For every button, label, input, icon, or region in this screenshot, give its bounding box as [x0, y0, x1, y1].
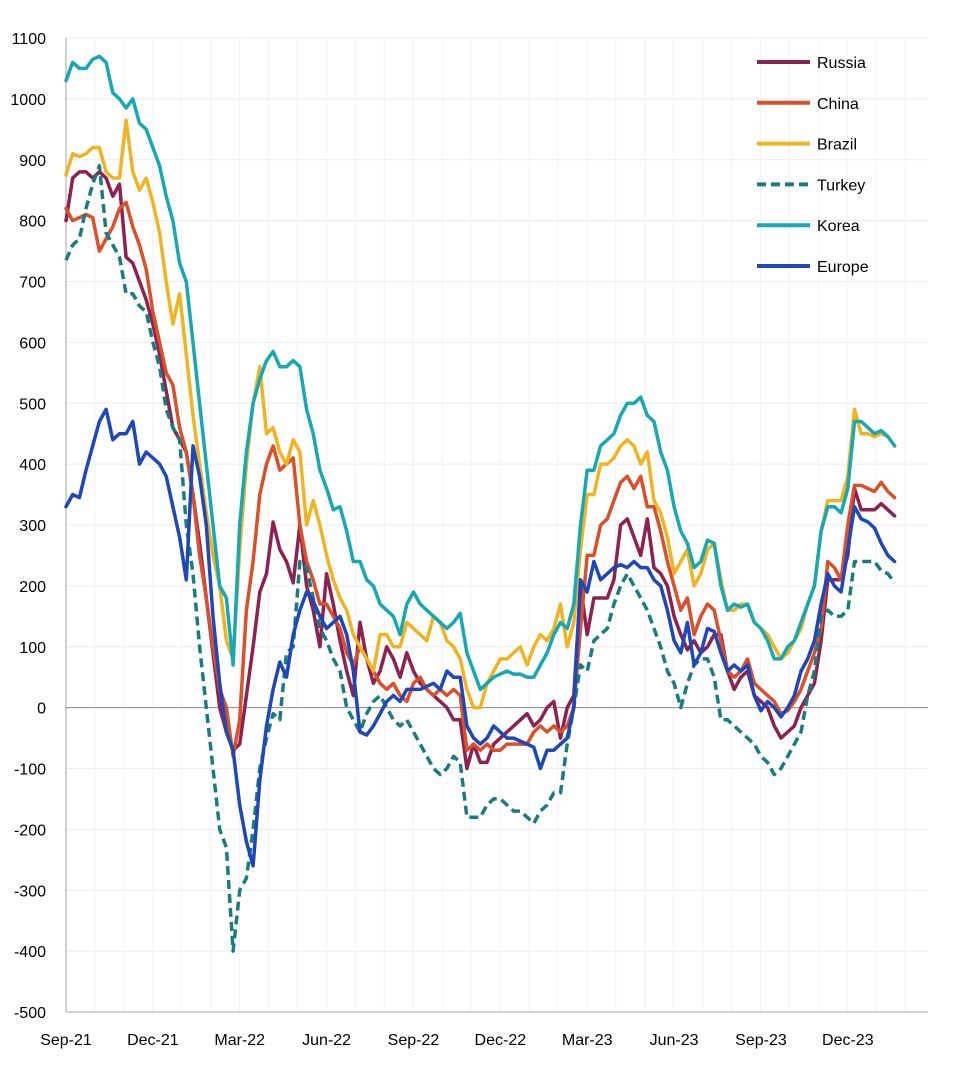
legend-label-russia: Russia	[817, 55, 866, 72]
y-tick-label: 200	[19, 579, 46, 596]
legend-label-europe: Europe	[817, 259, 869, 276]
y-tick-label: 900	[19, 153, 46, 170]
legend-label-brazil: Brazil	[817, 137, 857, 154]
legend-label-korea: Korea	[817, 218, 860, 235]
y-tick-label: 100	[19, 640, 46, 657]
y-tick-label: 1000	[10, 92, 46, 109]
x-tick-label: Jun-22	[302, 1032, 351, 1049]
y-tick-label: -400	[14, 944, 46, 961]
series-line-china	[64, 200, 897, 759]
y-tick-label: 500	[19, 396, 46, 413]
x-tick-label: Mar-23	[562, 1032, 613, 1049]
y-tick-label: 800	[19, 214, 46, 231]
y-tick-label: 300	[19, 518, 46, 535]
legend: Russia China Brazil Turkey Korea Europe	[757, 55, 869, 276]
y-tick-label: 400	[19, 457, 46, 474]
legend-label-china: China	[817, 96, 859, 113]
x-tick-label: Sep-22	[388, 1032, 440, 1049]
y-tick-label: 1100	[12, 31, 47, 48]
x-tick-label: Dec-23	[822, 1032, 874, 1049]
y-tick-label: 700	[19, 275, 46, 292]
series-line-brazil	[64, 118, 897, 710]
legend-label-turkey: Turkey	[817, 177, 865, 194]
x-tick-label: Mar-22	[214, 1032, 265, 1049]
y-tick-label: 0	[37, 701, 46, 718]
x-tick-label: Dec-21	[127, 1032, 179, 1049]
x-tick-label: Sep-23	[735, 1032, 787, 1049]
axes: -500 -400 -300 -200 -100 0 100 200 300 400 500 600 7…	[10, 31, 928, 1049]
series-line-europe	[64, 407, 897, 868]
y-tick-label: -300	[14, 883, 46, 900]
x-tick-label: Jun-23	[650, 1032, 699, 1049]
y-tick-label: 600	[19, 335, 46, 352]
series-line-korea	[64, 54, 897, 692]
series-lines	[64, 54, 897, 953]
x-tick-label: Dec-22	[475, 1032, 527, 1049]
y-tick-label: -200	[14, 822, 46, 839]
series-line-turkey	[64, 164, 897, 953]
x-tick-label: Sep-21	[40, 1032, 92, 1049]
y-tick-label: -100	[14, 762, 46, 779]
y-tick-label: -500	[14, 1005, 46, 1022]
